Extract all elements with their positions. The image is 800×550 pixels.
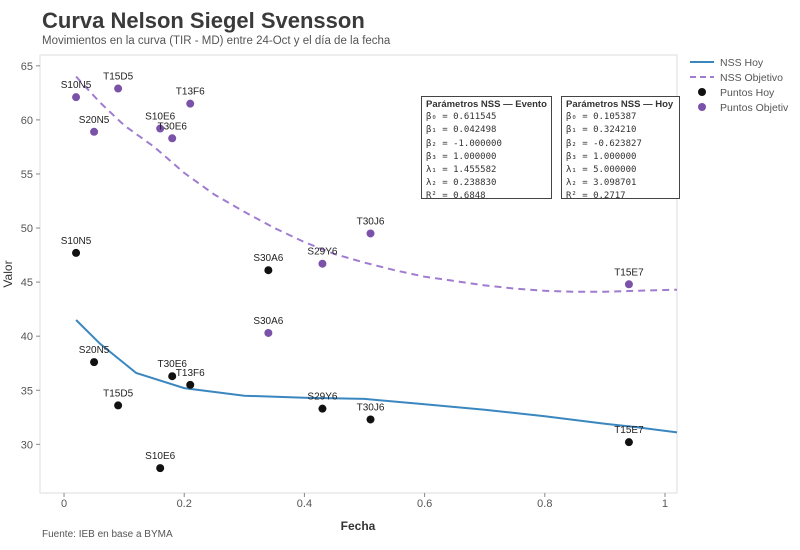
point-label: T15D5 <box>103 72 133 83</box>
legend-puntos-hoy-swatch <box>698 88 706 96</box>
point-hoy <box>186 380 195 389</box>
param-b1-hoy: β₁ = 0.324210 <box>566 125 637 136</box>
param-l1-hoy: λ₁ = 5.000000 <box>566 165 637 176</box>
point-hoy <box>90 358 99 367</box>
param-b1-evento: β₁ = 0.042498 <box>426 125 497 136</box>
point-label: S20N5 <box>79 345 110 356</box>
param-b3-evento: β₃ = 1.000000 <box>426 151 497 162</box>
point-label: S10E6 <box>145 451 175 462</box>
point-objetivo <box>156 124 165 133</box>
source-note: Fuente: IEB en base a BYMA <box>42 529 173 540</box>
y-tick-label: 30 <box>21 439 33 451</box>
point-label: S30A6 <box>253 316 283 327</box>
param-b2-evento: β₂ = -1.000000 <box>426 138 502 149</box>
y-tick-label: 60 <box>21 115 33 127</box>
point-label: S29Y6 <box>307 392 337 403</box>
point-label: S29Y6 <box>307 247 337 258</box>
param-l2-hoy: λ₂ = 3.098701 <box>566 178 637 189</box>
point-label: T30E6 <box>157 121 187 132</box>
x-axis: 0 0.2 0.4 0.6 0.8 1 <box>61 493 668 510</box>
param-l1-evento: λ₁ = 1.455582 <box>426 165 497 176</box>
param-b2-hoy: β₂ = -0.623827 <box>566 138 642 149</box>
series-points: S10N5S20N5T15D5S10E6T30E6T13F6S30A6S29Y6… <box>61 72 644 473</box>
x-tick-label: 0.4 <box>297 498 312 510</box>
point-label: S30A6 <box>253 253 283 264</box>
nss-hoy-line <box>75 319 678 434</box>
x-axis-title: Fecha <box>341 519 376 533</box>
point-objetivo <box>366 229 375 238</box>
legend-label: Puntos Hoy <box>720 87 775 99</box>
chart-subtitle: Movimientos en la curva (TIR - MD) entre… <box>42 35 391 47</box>
point-objetivo <box>168 134 177 143</box>
y-axis: 30 35 40 45 50 55 60 65 <box>21 61 40 451</box>
legend-puntos-objetivo-swatch <box>698 103 706 111</box>
point-label: S10E6 <box>145 112 175 123</box>
params-title-evento: Parámetros NSS — Evento <box>426 99 547 110</box>
y-tick-label: 50 <box>21 223 33 235</box>
point-hoy <box>318 404 327 413</box>
legend-label: Puntos Objetiv <box>720 102 789 114</box>
param-r2-hoy: R² = 0.2717 <box>566 191 626 202</box>
point-label: T13F6 <box>176 87 205 98</box>
point-label: S20N5 <box>79 115 110 126</box>
y-tick-label: 35 <box>21 385 33 397</box>
point-objetivo <box>90 127 99 136</box>
point-hoy <box>114 401 123 410</box>
point-objetivo <box>186 99 195 108</box>
point-label: T15E7 <box>614 425 644 436</box>
point-label: S10N5 <box>61 236 92 247</box>
series-lines <box>75 75 678 434</box>
y-tick-label: 55 <box>21 169 33 181</box>
point-objetivo <box>114 84 123 93</box>
point-hoy <box>156 464 165 473</box>
point-label: T30J6 <box>357 402 385 413</box>
point-objetivo <box>624 280 633 289</box>
x-tick-label: 0.2 <box>177 498 192 510</box>
chart-title: Curva Nelson Siegel Svensson <box>42 8 365 33</box>
plot-frame <box>39 54 678 494</box>
param-b3-hoy: β₃ = 1.000000 <box>566 151 637 162</box>
point-hoy <box>72 248 81 257</box>
params-box-hoy: Parámetros NSS — Hoy β₀ = 0.105387 β₁ = … <box>561 96 680 201</box>
param-r2-evento: R² = 0.6848 <box>426 191 486 202</box>
point-hoy <box>168 372 177 381</box>
point-label: S10N5 <box>61 80 92 91</box>
point-label: T30J6 <box>357 216 385 227</box>
point-hoy <box>624 438 633 447</box>
y-tick-label: 65 <box>21 61 33 73</box>
param-b0-hoy: β₀ = 0.105387 <box>566 112 637 123</box>
y-tick-label: 40 <box>21 331 33 343</box>
point-label: T13F6 <box>176 368 205 379</box>
point-objetivo <box>264 328 273 337</box>
params-title-hoy: Parámetros NSS — Hoy <box>566 99 674 110</box>
x-tick-label: 0.6 <box>417 498 432 510</box>
point-label: T15E7 <box>614 267 644 278</box>
y-tick-label: 45 <box>21 277 33 289</box>
point-hoy <box>264 266 273 275</box>
x-tick-label: 0.8 <box>537 498 552 510</box>
y-axis-title: Valor <box>1 260 15 287</box>
param-b0-evento: β₀ = 0.611545 <box>426 112 497 123</box>
legend: NSS Hoy NSS Objetivo Puntos Hoy Puntos Obje… <box>690 57 789 114</box>
x-tick-label: 0 <box>61 498 67 510</box>
x-tick-label: 1 <box>662 498 668 510</box>
params-box-evento: Parámetros NSS — Evento β₀ = 0.611545 β₁… <box>421 96 552 201</box>
legend-label: NSS Hoy <box>720 57 764 69</box>
point-objetivo <box>318 259 327 268</box>
point-objetivo <box>72 93 81 102</box>
point-label: T30E6 <box>157 359 187 370</box>
point-hoy <box>366 415 375 424</box>
param-l2-evento: λ₂ = 0.238830 <box>426 178 497 189</box>
point-label: T15D5 <box>103 388 133 399</box>
legend-label: NSS Objetivo <box>720 72 783 84</box>
